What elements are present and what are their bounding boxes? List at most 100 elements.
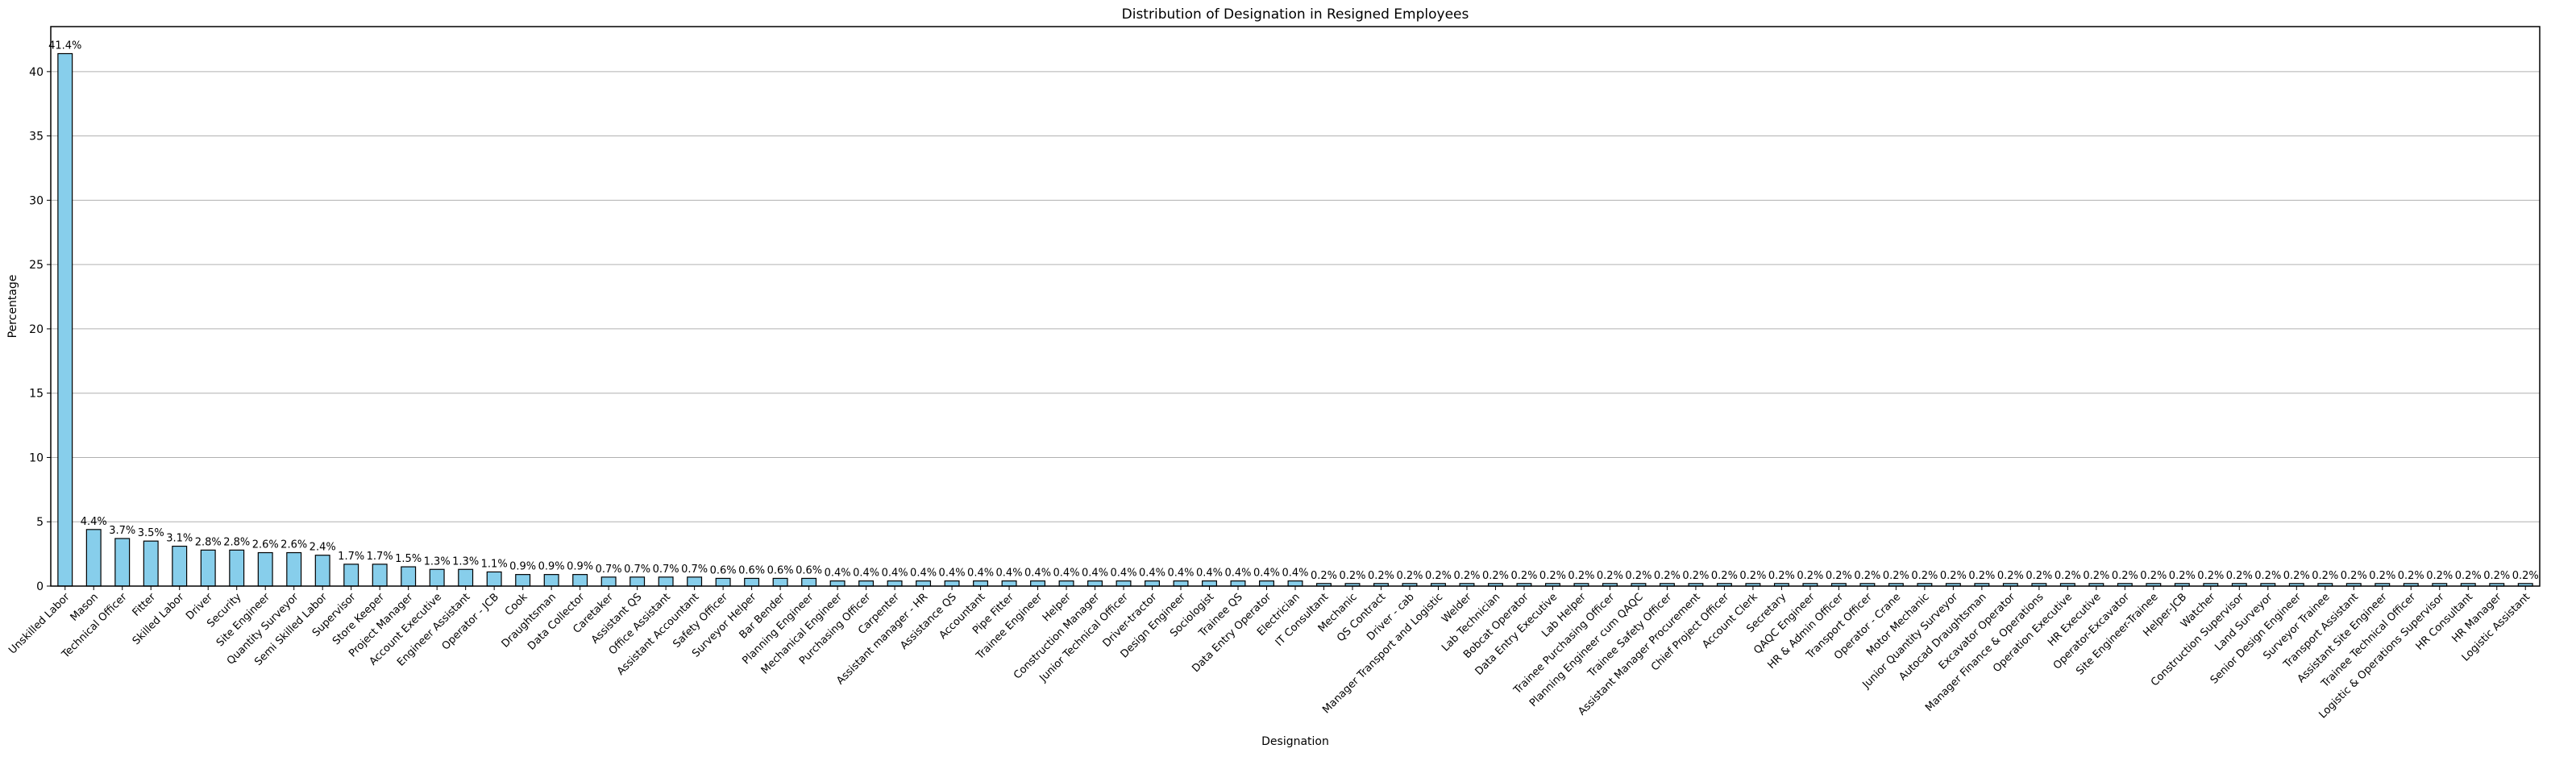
bar-value-label: 1.7% — [338, 551, 364, 563]
bar-value-label: 0.2% — [2226, 570, 2253, 582]
bar-value-label: 0.2% — [2254, 570, 2281, 582]
value-labels: 41.4%4.4%3.7% 3.5% 3.1% 2.8% 2.8% 2.6% 2.6% 2.4… — [48, 40, 2539, 582]
bar-value-label: 0.4% — [967, 568, 994, 580]
bar — [114, 538, 131, 587]
bar — [1058, 580, 1074, 587]
bar-value-label: 0.2% — [2483, 570, 2510, 582]
bar-value-label: 0.4% — [853, 568, 879, 580]
bar-value-label: 0.4% — [1253, 568, 1280, 580]
bar-value-label: 0.4% — [1111, 568, 1137, 580]
bar-value-label: 0.2% — [2055, 570, 2081, 582]
bar — [572, 574, 588, 587]
bar-value-label: 0.2% — [1396, 570, 1423, 582]
bar — [1173, 580, 1189, 587]
chart-title: Distribution of Designation in Resigned … — [1122, 6, 1469, 23]
bar-value-label: 0.2% — [1597, 570, 1623, 582]
bar-value-label: 0.6% — [710, 564, 737, 576]
bar-value-label: 0.4% — [1053, 568, 1080, 580]
bar-value-label: 0.2% — [2426, 570, 2453, 582]
bar — [1287, 580, 1303, 587]
bar-value-label: 0.2% — [1311, 570, 1337, 582]
bar-value-label: 0.2% — [2112, 570, 2138, 582]
bar — [1259, 580, 1274, 587]
bar — [858, 580, 875, 587]
bar-value-label: 41.4% — [48, 40, 81, 52]
bar — [172, 545, 188, 587]
bar-value-label: 0.6% — [796, 564, 822, 576]
bar-value-label: 0.2% — [1654, 570, 1681, 582]
y-tick-label: 35 — [29, 131, 44, 143]
bar-value-label: 1.1% — [481, 558, 508, 570]
y-tick-label: 25 — [29, 259, 44, 272]
bar-value-label: 0.4% — [910, 568, 937, 580]
bar-value-label: 1.3% — [452, 555, 479, 568]
bar-value-label: 0.4% — [1024, 568, 1051, 580]
bar-value-label: 2.4% — [310, 542, 336, 554]
bar-value-label: 0.7% — [596, 564, 622, 576]
bar — [600, 576, 617, 587]
bar-value-label: 0.2% — [2369, 570, 2395, 582]
bar-value-label: 0.2% — [2083, 570, 2109, 582]
bar-value-label: 0.2% — [1826, 570, 1852, 582]
bar — [1230, 580, 1246, 587]
bars — [57, 52, 2533, 587]
bar — [1202, 580, 1217, 587]
bar — [1145, 580, 1161, 587]
bar — [772, 577, 788, 587]
x-tick-label: Skilled Labor — [131, 591, 187, 647]
bar-value-label: 0.2% — [1968, 570, 1995, 582]
x-axis-label: Designation — [1261, 735, 1329, 748]
bar — [314, 555, 330, 587]
bar-value-label: 0.2% — [2197, 570, 2224, 582]
y-axis-ticks: 0 5 10 15 20 25 30 35 40 — [29, 66, 51, 593]
bar-value-label: 0.4% — [1196, 568, 1223, 580]
bar-value-label: 4.4% — [81, 516, 107, 528]
bar-value-label: 0.2% — [1568, 570, 1594, 582]
bar-value-label: 0.9% — [567, 561, 593, 573]
bar-value-label: 0.2% — [1883, 570, 1909, 582]
y-tick-label: 10 — [29, 451, 44, 464]
y-tick-label: 5 — [36, 516, 44, 529]
bar-value-label: 0.4% — [996, 568, 1023, 580]
bar — [1087, 580, 1103, 587]
bar-value-label: 0.2% — [2512, 570, 2539, 582]
bar-value-label: 0.2% — [1510, 570, 1537, 582]
bar-value-label: 0.2% — [1854, 570, 1880, 582]
x-tick-label: Unskilled Labor — [6, 591, 73, 657]
bar-value-label: 2.8% — [223, 536, 250, 548]
bar-value-label: 0.4% — [1168, 568, 1195, 580]
bar-value-label: 0.2% — [1625, 570, 1652, 582]
bar-value-label: 0.9% — [509, 561, 536, 573]
y-tick-label: 30 — [29, 194, 44, 207]
bar — [829, 580, 846, 587]
bar — [687, 576, 703, 587]
bar — [257, 551, 273, 587]
gridlines — [51, 71, 2540, 522]
bar-value-label: 3.7% — [109, 525, 135, 537]
bar-value-label: 0.4% — [882, 568, 908, 580]
bar-value-label: 3.5% — [138, 527, 164, 539]
bar-value-label: 0.2% — [2140, 570, 2167, 582]
bar-value-label: 0.2% — [1940, 570, 1967, 582]
bar-value-label: 0.2% — [2169, 570, 2196, 582]
bar-value-label: 0.7% — [681, 564, 708, 576]
bar — [1116, 580, 1132, 587]
bar-value-label: 0.2% — [1711, 570, 1738, 582]
bar-value-label: 0.6% — [767, 564, 794, 576]
bar-value-label: 0.9% — [538, 561, 565, 573]
bar — [143, 540, 159, 587]
bar-value-label: 0.2% — [1453, 570, 1480, 582]
bar-value-label: 2.6% — [252, 539, 279, 551]
bar-value-label: 3.1% — [166, 533, 193, 545]
bar-value-label: 0.4% — [1082, 568, 1108, 580]
bar — [801, 577, 817, 587]
bar — [916, 580, 932, 587]
bar-value-label: 0.2% — [1739, 570, 1766, 582]
bar — [229, 549, 245, 587]
plot-frame — [50, 26, 2541, 587]
bar-value-label: 0.2% — [1539, 570, 1566, 582]
bar-value-label: 0.6% — [738, 564, 765, 576]
bar — [57, 52, 73, 587]
